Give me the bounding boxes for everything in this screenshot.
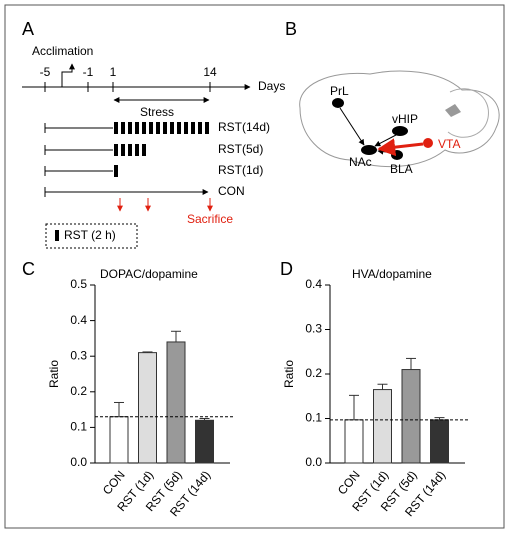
region-label: VTA (438, 137, 460, 151)
region-label: vHIP (392, 112, 418, 126)
y-tick-label: 0.3 (305, 322, 322, 336)
projection (377, 138, 424, 157)
y-tick-label: 0.1 (70, 420, 87, 434)
acclimation-label: Acclimation (32, 44, 93, 58)
region-node (423, 138, 433, 148)
stress-day (128, 122, 132, 134)
y-tick-label: 0.0 (305, 455, 322, 469)
region-node (391, 150, 403, 160)
stress-day (191, 122, 195, 134)
cerebellum (447, 88, 489, 138)
y-tick-label: 0.4 (305, 277, 322, 291)
stress-label: Stress (140, 105, 174, 119)
group-label: RST(14d) (218, 120, 270, 134)
stress-day (170, 122, 174, 134)
stress-day (114, 144, 118, 156)
panel-letter: A (22, 19, 34, 39)
legend-label: RST (2 h) (64, 228, 116, 242)
bar (373, 389, 392, 464)
stress-day (128, 144, 132, 156)
group-label: RST(1d) (218, 163, 263, 177)
panel-b: B PrL vHIP NAc BLA VTA (285, 19, 500, 176)
y-tick-label: 0.3 (70, 348, 87, 362)
stress-day (114, 122, 118, 134)
group-label: CON (218, 184, 245, 198)
stress-day (184, 122, 188, 134)
stress-day (135, 144, 139, 156)
group-rows: RST(14d) RST(5d) RST(1d) CON (44, 120, 270, 198)
region-label: NAc (349, 155, 372, 169)
brain-outline (299, 70, 500, 167)
panel-a: A Acclimation -5 -1 1 14 Days Stress RST… (22, 19, 285, 249)
stress-day (156, 122, 160, 134)
region-node (332, 98, 344, 108)
bar (430, 419, 449, 464)
stress-day (163, 122, 167, 134)
acclimation-arrow (61, 63, 75, 87)
legend-swatch (55, 230, 59, 241)
panel-letter: C (22, 259, 35, 279)
timeline-label: 14 (203, 65, 217, 79)
region-node (361, 145, 377, 155)
chart-title: HVA/dopamine (352, 267, 432, 281)
stress-day (149, 122, 153, 134)
y-tick-label: 0.1 (305, 411, 322, 425)
stress-day (135, 122, 139, 134)
region-node (392, 126, 408, 136)
bar (195, 419, 214, 464)
y-tick-label: 0.2 (70, 384, 87, 398)
stress-day (205, 122, 209, 134)
region-label: BLA (390, 162, 413, 176)
bar (138, 352, 157, 464)
y-tick-label: 0.5 (70, 277, 87, 291)
legend-box (45, 223, 138, 249)
stress-day (121, 144, 125, 156)
hippocampus-shape (445, 104, 461, 117)
stress-day (142, 122, 146, 134)
timeline-label: -1 (83, 65, 94, 79)
y-axis-label: Ratio (282, 360, 296, 388)
bar (109, 416, 129, 464)
stress-day (142, 144, 146, 156)
y-axis-label: Ratio (47, 360, 61, 388)
sacrifice-label: Sacrifice (187, 212, 233, 226)
bar (344, 419, 364, 464)
y-tick-label: 0.0 (70, 455, 87, 469)
y-tick-label: 0.4 (70, 313, 87, 327)
y-tick-label: 0.2 (305, 366, 322, 380)
bar (166, 341, 186, 464)
timeline-label: 1 (110, 65, 117, 79)
stress-day (177, 122, 181, 134)
timeline-axis-label: Days (258, 79, 285, 93)
stress-day (121, 122, 125, 134)
chart-title: DOPAC/dopamine (100, 267, 198, 281)
stress-day (198, 122, 202, 134)
bar (401, 369, 421, 464)
stress-day (114, 165, 118, 177)
panel-letter: D (280, 259, 293, 279)
timeline-label: -5 (40, 65, 51, 79)
region-label: PrL (330, 84, 349, 98)
group-label: RST(5d) (218, 142, 263, 156)
panel-letter: B (285, 19, 297, 39)
projection (339, 107, 365, 146)
frame (4, 4, 505, 529)
